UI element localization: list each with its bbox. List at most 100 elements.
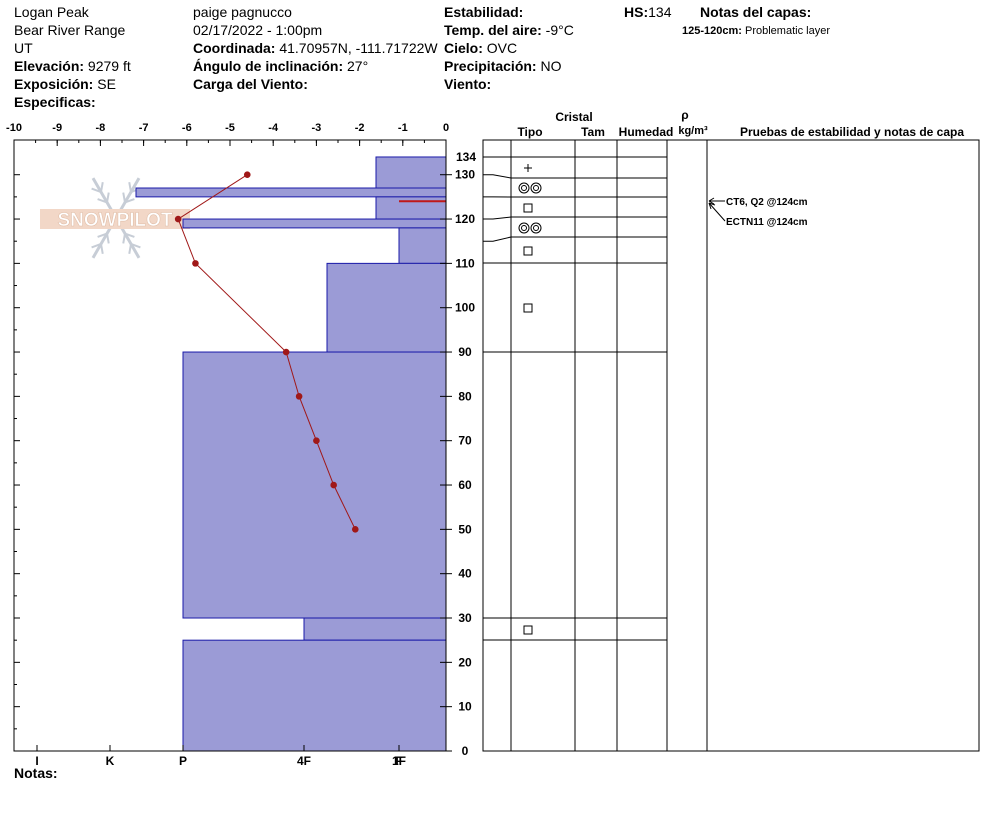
snowflake-branch bbox=[106, 233, 110, 244]
rounded-crystal-symbol bbox=[518, 222, 530, 234]
header-moisture: Humedad bbox=[619, 125, 674, 139]
air-temp-value: -9°C bbox=[545, 22, 574, 38]
height-tick-label: 40 bbox=[458, 567, 472, 581]
height-tick-label: 100 bbox=[455, 301, 475, 315]
sky-value: OVC bbox=[486, 40, 518, 56]
specifics-label: Especificas: bbox=[14, 94, 96, 110]
coordinate-value: 41.70957N, -111.71722W bbox=[279, 40, 438, 56]
watermark-band bbox=[40, 209, 190, 229]
height-tick-label: 110 bbox=[455, 256, 475, 270]
rounded-crystal-symbol bbox=[521, 225, 527, 231]
temperature-point bbox=[192, 260, 199, 267]
hardness-layer bbox=[303, 617, 447, 641]
notes-label: Notas: bbox=[14, 765, 58, 781]
height-tick-label: 120 bbox=[455, 212, 475, 226]
snowflake-branch bbox=[124, 232, 135, 238]
datetime: 02/17/2022 - 1:00pm bbox=[193, 22, 323, 38]
temp-tick-label: -3 bbox=[312, 122, 322, 134]
rounded-crystal-symbol bbox=[518, 182, 530, 194]
snowflake-branch bbox=[128, 181, 132, 193]
rounded-crystal-symbol bbox=[530, 222, 542, 234]
hardness-layer bbox=[182, 351, 447, 619]
test-arrow-head-2 bbox=[708, 202, 716, 210]
snowflake-branch bbox=[97, 232, 108, 238]
temperature-line bbox=[177, 174, 356, 530]
table-frame bbox=[482, 139, 980, 752]
height-tick-label: 130 bbox=[455, 168, 475, 182]
aspect-value: SE bbox=[97, 76, 116, 92]
hardness-axis: I K P 1F 4F F bbox=[35, 745, 406, 768]
header-tests: Pruebas de estabilidad y notas de capa bbox=[740, 125, 964, 139]
snowflake-branch bbox=[100, 243, 104, 255]
hardness-layers bbox=[135, 156, 447, 752]
state-name: UT bbox=[14, 40, 33, 56]
slope-label: Ángulo de inclinación: bbox=[193, 58, 344, 74]
slope-row: Ángulo de inclinación: 27° bbox=[193, 57, 368, 75]
location-name: Logan Peak bbox=[14, 4, 89, 20]
hs-value: 134 bbox=[648, 4, 672, 20]
precip-value: NO bbox=[540, 58, 562, 74]
hardness-layer bbox=[375, 156, 447, 189]
height-tick-label: 80 bbox=[458, 389, 472, 403]
faceted-crystal-symbol bbox=[523, 303, 533, 313]
snowflake-branch bbox=[130, 243, 141, 249]
hardness-tick-label: 4F bbox=[297, 754, 311, 768]
snowflake-branch bbox=[106, 192, 110, 203]
header-rho: ρ bbox=[681, 108, 688, 122]
hardness-tick-label: I bbox=[35, 754, 38, 768]
height-tick-label: 0 bbox=[462, 744, 469, 758]
temp-tick-label: -8 bbox=[96, 122, 106, 134]
height-tick-label: 50 bbox=[458, 522, 472, 536]
elevation-value: 9279 ft bbox=[87, 58, 131, 74]
hardness-layer bbox=[375, 196, 447, 220]
temp-tick-label: -5 bbox=[225, 122, 235, 134]
layer-connector bbox=[483, 216, 512, 220]
table-rows bbox=[483, 156, 667, 641]
precip-row: Precipitación: NO bbox=[444, 57, 561, 75]
snowflake-branch bbox=[128, 243, 132, 255]
header-density-unit: kg/m³ bbox=[678, 125, 708, 137]
hardness-layer bbox=[326, 262, 447, 353]
coordinate-row: Coordinada: 41.70957N, -111.71722W bbox=[193, 39, 438, 57]
height-top-label: 134 bbox=[456, 150, 476, 164]
crystal-symbols bbox=[518, 164, 542, 635]
layer-connector bbox=[483, 174, 512, 179]
test-arrow-line-2 bbox=[708, 202, 726, 222]
faceted-crystal-symbol bbox=[523, 203, 533, 213]
layer-note: 125-120cm: Problematic layer bbox=[682, 22, 830, 40]
height-tick-label: 10 bbox=[458, 700, 472, 714]
observer-name: paige pagnucco bbox=[193, 4, 292, 20]
hardness-layer bbox=[398, 227, 447, 264]
rounded-crystal-symbol bbox=[533, 225, 539, 231]
aspect-row: Exposición: SE bbox=[14, 75, 116, 93]
elevation-row: Elevación: 9279 ft bbox=[14, 57, 131, 75]
hardness-layer bbox=[182, 218, 447, 229]
header-type: Tipo bbox=[517, 125, 542, 139]
rounded-crystal-symbol bbox=[521, 185, 527, 191]
temperature-point bbox=[330, 481, 337, 489]
layer-notes-label: Notas del capas: bbox=[700, 4, 812, 20]
range-name: Bear River Range bbox=[14, 22, 126, 38]
layer-note-range: 125-120cm: bbox=[682, 25, 742, 37]
aspect-label: Exposición: bbox=[14, 76, 94, 92]
rounded-crystal-symbol bbox=[533, 185, 539, 191]
height-tick-label: 90 bbox=[458, 345, 472, 359]
temp-tick-label: -9 bbox=[52, 122, 62, 134]
wind-load-label: Carga del Viento: bbox=[193, 76, 308, 92]
temperature-point bbox=[282, 348, 290, 356]
rounded-crystal-symbol bbox=[530, 182, 542, 194]
height-tick-label: 60 bbox=[458, 478, 472, 492]
height-axis: 0 10 20 30 40 50 60 70 80 90 100 110 120 130 134 bbox=[14, 150, 476, 758]
wind-label: Viento: bbox=[444, 76, 492, 92]
watermark-text: SNOWPILOT bbox=[57, 210, 172, 231]
snowflake-branch bbox=[100, 181, 104, 193]
height-tick-label: 70 bbox=[458, 434, 472, 448]
elevation-label: Elevación: bbox=[14, 58, 85, 74]
air-temp-label: Temp. del aire: bbox=[444, 22, 542, 38]
hs-row: HS:134 bbox=[624, 3, 671, 21]
stability-test-1: CT6, Q2 @124cm bbox=[726, 197, 808, 208]
hardness-tick-label: P bbox=[179, 754, 187, 768]
temperature-profile bbox=[174, 171, 359, 533]
hardness-layer bbox=[135, 187, 447, 198]
snowpilot-watermark: SNOWPILOT bbox=[40, 177, 190, 259]
